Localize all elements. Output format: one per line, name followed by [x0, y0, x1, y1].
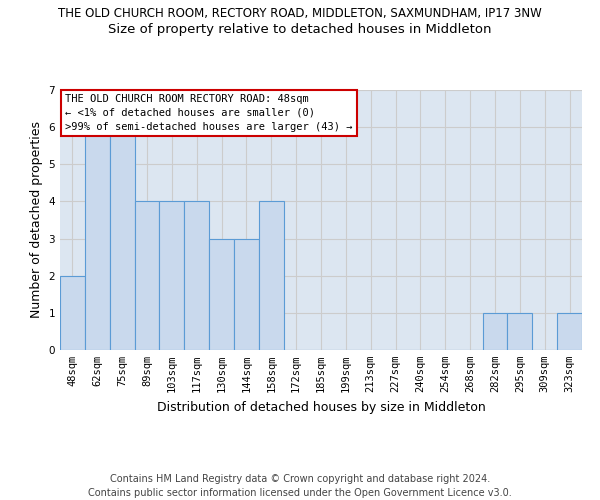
Bar [184, 202, 209, 350]
Bar [110, 127, 134, 350]
Bar [508, 313, 532, 350]
X-axis label: Distribution of detached houses by size in Middleton: Distribution of detached houses by size … [157, 400, 485, 413]
Text: THE OLD CHURCH ROOM RECTORY ROAD: 48sqm
← <1% of detached houses are smaller (0): THE OLD CHURCH ROOM RECTORY ROAD: 48sqm … [65, 94, 353, 132]
Bar [557, 313, 582, 350]
Bar [60, 276, 85, 350]
Bar [482, 313, 508, 350]
Bar [234, 238, 259, 350]
Y-axis label: Number of detached properties: Number of detached properties [30, 122, 43, 318]
Bar [134, 202, 160, 350]
Bar [259, 202, 284, 350]
Text: Size of property relative to detached houses in Middleton: Size of property relative to detached ho… [108, 22, 492, 36]
Bar [85, 127, 110, 350]
Text: Contains HM Land Registry data © Crown copyright and database right 2024.
Contai: Contains HM Land Registry data © Crown c… [88, 474, 512, 498]
Text: THE OLD CHURCH ROOM, RECTORY ROAD, MIDDLETON, SAXMUNDHAM, IP17 3NW: THE OLD CHURCH ROOM, RECTORY ROAD, MIDDL… [58, 8, 542, 20]
Bar [209, 238, 234, 350]
Bar [160, 202, 184, 350]
